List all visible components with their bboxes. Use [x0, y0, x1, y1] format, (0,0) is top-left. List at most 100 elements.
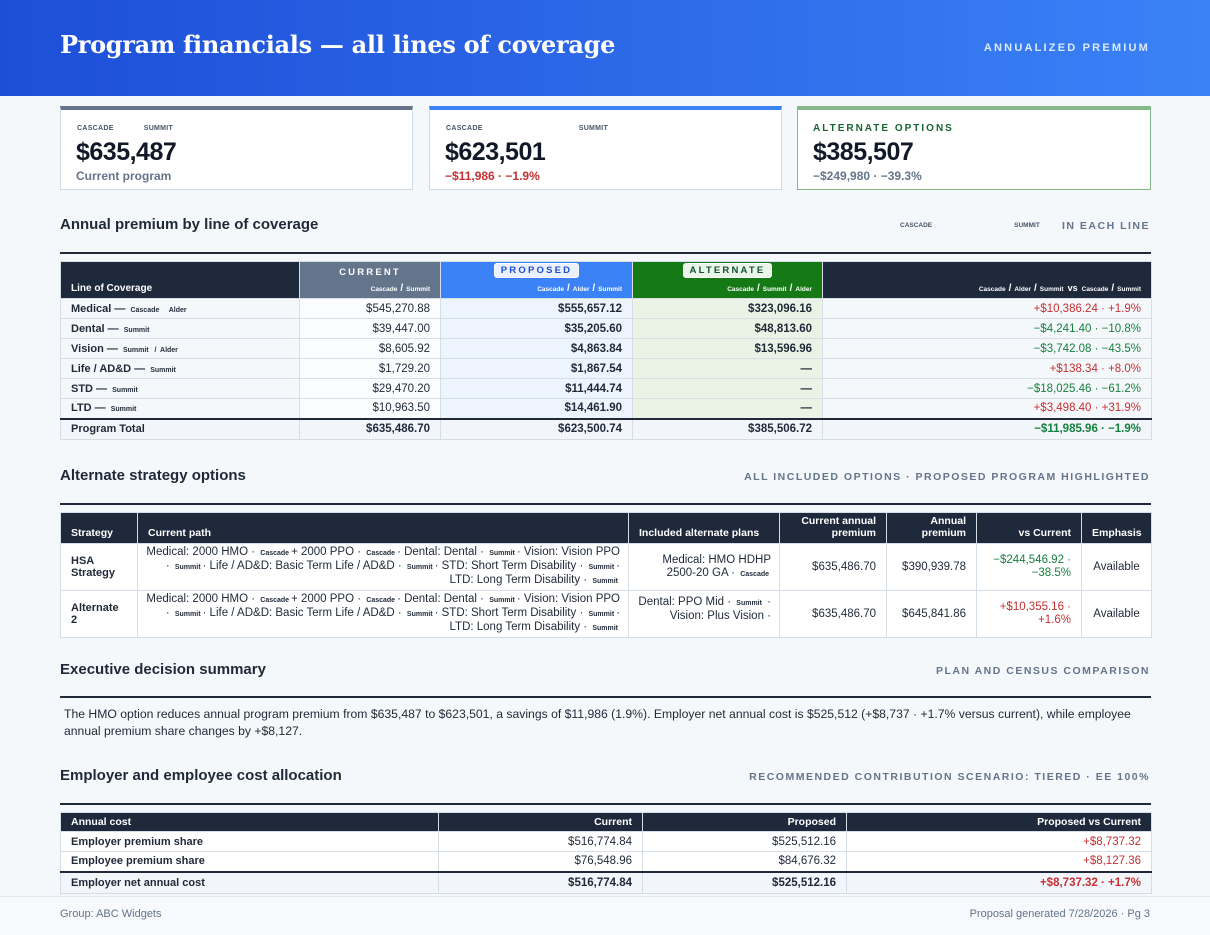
table-row: Medical — Cascade Alder $545,270.88 $555,6…	[60, 298, 1152, 319]
current-value: $545,270.88	[299, 298, 441, 319]
current-annual-premium: $635,486.70	[779, 543, 887, 591]
line-of-coverage: Medical — Cascade Alder	[60, 298, 300, 319]
path-segment: · Vision: Vision PPO ·	[165, 593, 620, 619]
carrier-logo-summit: SUMMIT	[1014, 222, 1040, 229]
col-header-annual: Annual premium	[886, 512, 977, 544]
section-title-strategy: Alternate strategy options	[60, 467, 246, 484]
alternate-value: —	[632, 378, 823, 399]
current-value: $29,470.20	[299, 378, 441, 399]
vs-value: +$138.34 · +8.0%	[822, 358, 1152, 379]
path-segment: · LTD: Long Term Disability ·	[449, 560, 621, 586]
annual-premium: $390,939.78	[886, 543, 977, 591]
table-header-row: Line of Coverage CURRENT Cascade / Summit …	[60, 261, 1152, 299]
section-title-lines: Annual premium by line of coverage	[60, 216, 319, 233]
path-segment: · Life / AD&D: Basic Term Life / AD&D ·	[202, 560, 402, 572]
proposed-total: $623,500.74	[440, 417, 633, 440]
current-annual-premium: $635,486.70	[779, 590, 887, 638]
carrier-logo: Alder	[795, 286, 812, 293]
col-header-current: Current	[438, 812, 643, 832]
table-total-row: Employer net annual cost $516,774.84 $52…	[60, 870, 1152, 894]
carrier-logo-summit: Summit	[736, 600, 762, 607]
col-header-emphasis: Emphasis	[1081, 512, 1152, 544]
carrier-logo-summit: SUMMIT	[143, 125, 174, 132]
line-of-coverage: Life / AD&D — Summit	[60, 358, 300, 379]
table-row: STD — Summit $29,470.20 $11,444.74— −$18,02…	[60, 378, 1152, 399]
line-of-coverage: Dental — Summit	[60, 318, 300, 339]
line-name: STD —	[71, 382, 108, 395]
carrier-logo-cascade: CASCADE	[900, 222, 933, 229]
line-carriers: Summit	[112, 386, 138, 394]
carrier-logo-cascade: Cascade	[260, 597, 290, 604]
current-value: $76,548.96	[438, 851, 643, 872]
line-name: Medical —	[71, 302, 126, 315]
proposed-program-card: CASCADE SUMMIT $623,501 −$11,986 · −1.9%	[429, 106, 782, 190]
section-divider	[60, 503, 1151, 505]
section-tag-lines: IN EACH LINE	[1061, 220, 1150, 232]
page-header: Program financials — all lines of covera…	[0, 0, 1210, 96]
card-amount: $623,501	[445, 138, 546, 166]
line-carriers: Summit	[150, 366, 176, 374]
line-carriers: Summit / Alder	[122, 346, 178, 354]
proposed-value: $525,512.16	[642, 831, 847, 852]
col-header-alternate: ALTERNATE Cascade / Summit / Alder	[632, 261, 823, 299]
carrier-logo: Cascade	[1081, 286, 1109, 293]
cost-allocation-table: Annual cost Current Proposed Proposed vs…	[60, 812, 1152, 894]
table-row: Employee premium share $76,548.96 $84,67…	[60, 851, 1152, 872]
carrier-logo-cascade: Cascade	[740, 570, 769, 578]
carrier-logo: Alder	[1014, 286, 1031, 293]
proposed-value: $555,657.12	[440, 298, 633, 319]
carrier-logo-summit: Summit	[588, 564, 615, 571]
section-tag-allocation: RECOMMENDED CONTRIBUTION SCENARIO: TIERE…	[749, 771, 1150, 783]
col-carriers: Cascade / Alder / Summit vs Cascade / Summit	[978, 283, 1141, 294]
carrier-logo-summit: SUMMIT	[578, 125, 609, 132]
carrier-logo-summit: Summit	[174, 611, 201, 618]
carrier-logo-summit: Summit	[592, 625, 618, 632]
path-segment: + 2000 PPO ·	[291, 546, 362, 558]
included-plan: · Vision: Plus Vision ·	[669, 596, 771, 622]
card-carriers: CASCADE SUMMIT	[77, 125, 173, 132]
included-plans: Dental: PPO Mid · Summit · Vision: Plus …	[628, 590, 780, 638]
carrier-logo: Summit	[598, 286, 622, 293]
path-segment: · Vision: Vision PPO ·	[165, 546, 620, 572]
proposed-value: $11,444.74	[440, 378, 633, 399]
carrier-logo-summit: Summit	[489, 550, 515, 557]
col-header-current: CURRENT Cascade / Summit	[299, 261, 441, 299]
carrier-logo: Summit	[1117, 286, 1141, 293]
alternate-value: $48,813.60	[632, 318, 823, 339]
vs-current: −$244,546.92 · −38.5%	[976, 543, 1082, 591]
vs-value: +$8,127.36	[846, 851, 1152, 872]
strategy-options-table: Strategy Current path Included alternate…	[60, 512, 1152, 638]
included-plan: Dental: PPO Mid ·	[638, 596, 732, 608]
carrier-logo-cascade: CASCADE	[446, 125, 483, 132]
strategy-name: HSA Strategy	[60, 543, 138, 591]
alternate-value: —	[632, 358, 823, 379]
section-title-allocation: Employer and employee cost allocation	[60, 767, 342, 784]
vs-value: +$3,498.40 · +31.9%	[822, 398, 1152, 419]
page-footer: Group: ABC Widgets Proposal generated 7/…	[0, 896, 1210, 935]
col-header-strategy: Strategy	[60, 512, 138, 544]
carrier-logo-cascade: Cascade	[366, 550, 396, 557]
strategy-name: Alternate 2	[60, 590, 138, 638]
alternate-value: —	[632, 398, 823, 419]
col-header-proposed: PROPOSED Cascade / Alder / Summit	[440, 261, 633, 299]
proposed-value: $84,676.32	[642, 851, 847, 872]
current-path: Medical: 2000 HMO · Cascade + 2000 PPO · …	[137, 543, 629, 591]
card-change: −$11,986 · −1.9%	[445, 169, 540, 183]
alternate-total: $385,506.72	[632, 417, 823, 440]
proposed-value: $35,205.60	[440, 318, 633, 339]
row-label: Employer net annual cost	[60, 870, 439, 894]
carrier-logo: Cascade	[978, 286, 1006, 293]
card-amount: $385,507	[813, 138, 914, 166]
current-program-card: CASCADE SUMMIT $635,487 Current program	[60, 106, 413, 190]
col-carriers: Cascade / Summit	[370, 283, 430, 294]
carrier-logo-summit: Summit	[588, 611, 615, 618]
line-carriers: Summit	[123, 326, 150, 334]
executive-summary-text: The HMO option reduces annual program pr…	[64, 707, 1131, 738]
vs-value: +$8,737.32	[846, 831, 1152, 852]
section-title-summary: Executive decision summary	[60, 661, 266, 678]
line-of-coverage: STD — Summit	[60, 378, 300, 399]
card-carriers: CASCADE SUMMIT	[446, 125, 608, 132]
carrier-logo-summit: Summit	[592, 578, 618, 585]
line-name: Dental —	[71, 322, 119, 335]
carrier-logo-summit: Summit	[489, 597, 515, 604]
